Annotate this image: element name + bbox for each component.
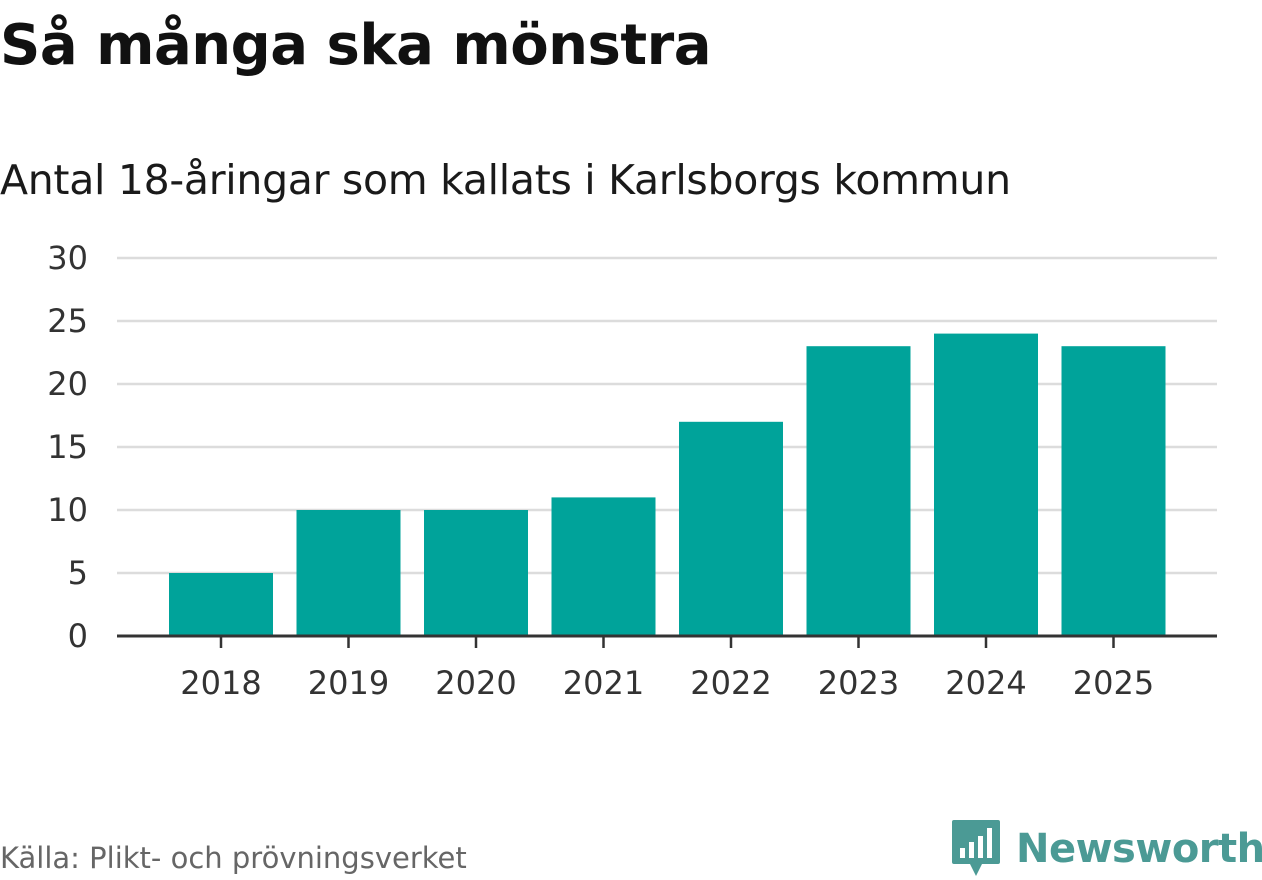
y-axis-ticks: 0 5 10 15 20 25 30 <box>47 239 88 655</box>
chart-title: Så många ska mönstra <box>0 13 712 78</box>
gridlines <box>117 256 1217 575</box>
bar-2024 <box>934 333 1038 636</box>
x-tick-label-2025: 2025 <box>1073 664 1154 702</box>
brand-logo: Newsworthy <box>950 818 1262 880</box>
x-tick-label-2023: 2023 <box>818 664 899 702</box>
bars <box>169 333 1166 636</box>
y-tick-label-0: 0 <box>68 617 88 655</box>
bar-2025 <box>1061 346 1166 636</box>
bar-2021 <box>551 497 656 636</box>
source-note: Källa: Plikt- och prövningsverket <box>0 841 467 875</box>
bar-2023 <box>806 346 911 636</box>
x-tick-label-2018: 2018 <box>180 664 261 702</box>
bar-2020 <box>424 510 528 636</box>
brand-name: Newsworthy <box>1016 826 1262 872</box>
x-tick-label-2019: 2019 <box>308 664 389 702</box>
y-tick-label-20: 20 <box>47 365 88 403</box>
x-tick-label-2020: 2020 <box>435 664 516 702</box>
chart-subtitle: Antal 18-åringar som kallats i Karlsborg… <box>0 156 1011 204</box>
y-tick-label-10: 10 <box>47 491 88 529</box>
y-tick-label-5: 5 <box>68 554 88 592</box>
x-tick-label-2022: 2022 <box>690 664 771 702</box>
x-tick-label-2024: 2024 <box>945 664 1026 702</box>
newsworthy-logo-icon <box>952 820 1000 876</box>
x-axis-ticks: 2018 2019 2020 2021 2022 2023 2024 2025 <box>180 636 1154 702</box>
y-tick-label-15: 15 <box>47 428 88 466</box>
y-tick-label-25: 25 <box>47 302 88 340</box>
y-tick-label-30: 30 <box>47 239 88 277</box>
bar-2022 <box>679 421 783 636</box>
bar-2019 <box>296 510 401 636</box>
bar-2018 <box>169 573 273 636</box>
x-tick-label-2021: 2021 <box>563 664 644 702</box>
